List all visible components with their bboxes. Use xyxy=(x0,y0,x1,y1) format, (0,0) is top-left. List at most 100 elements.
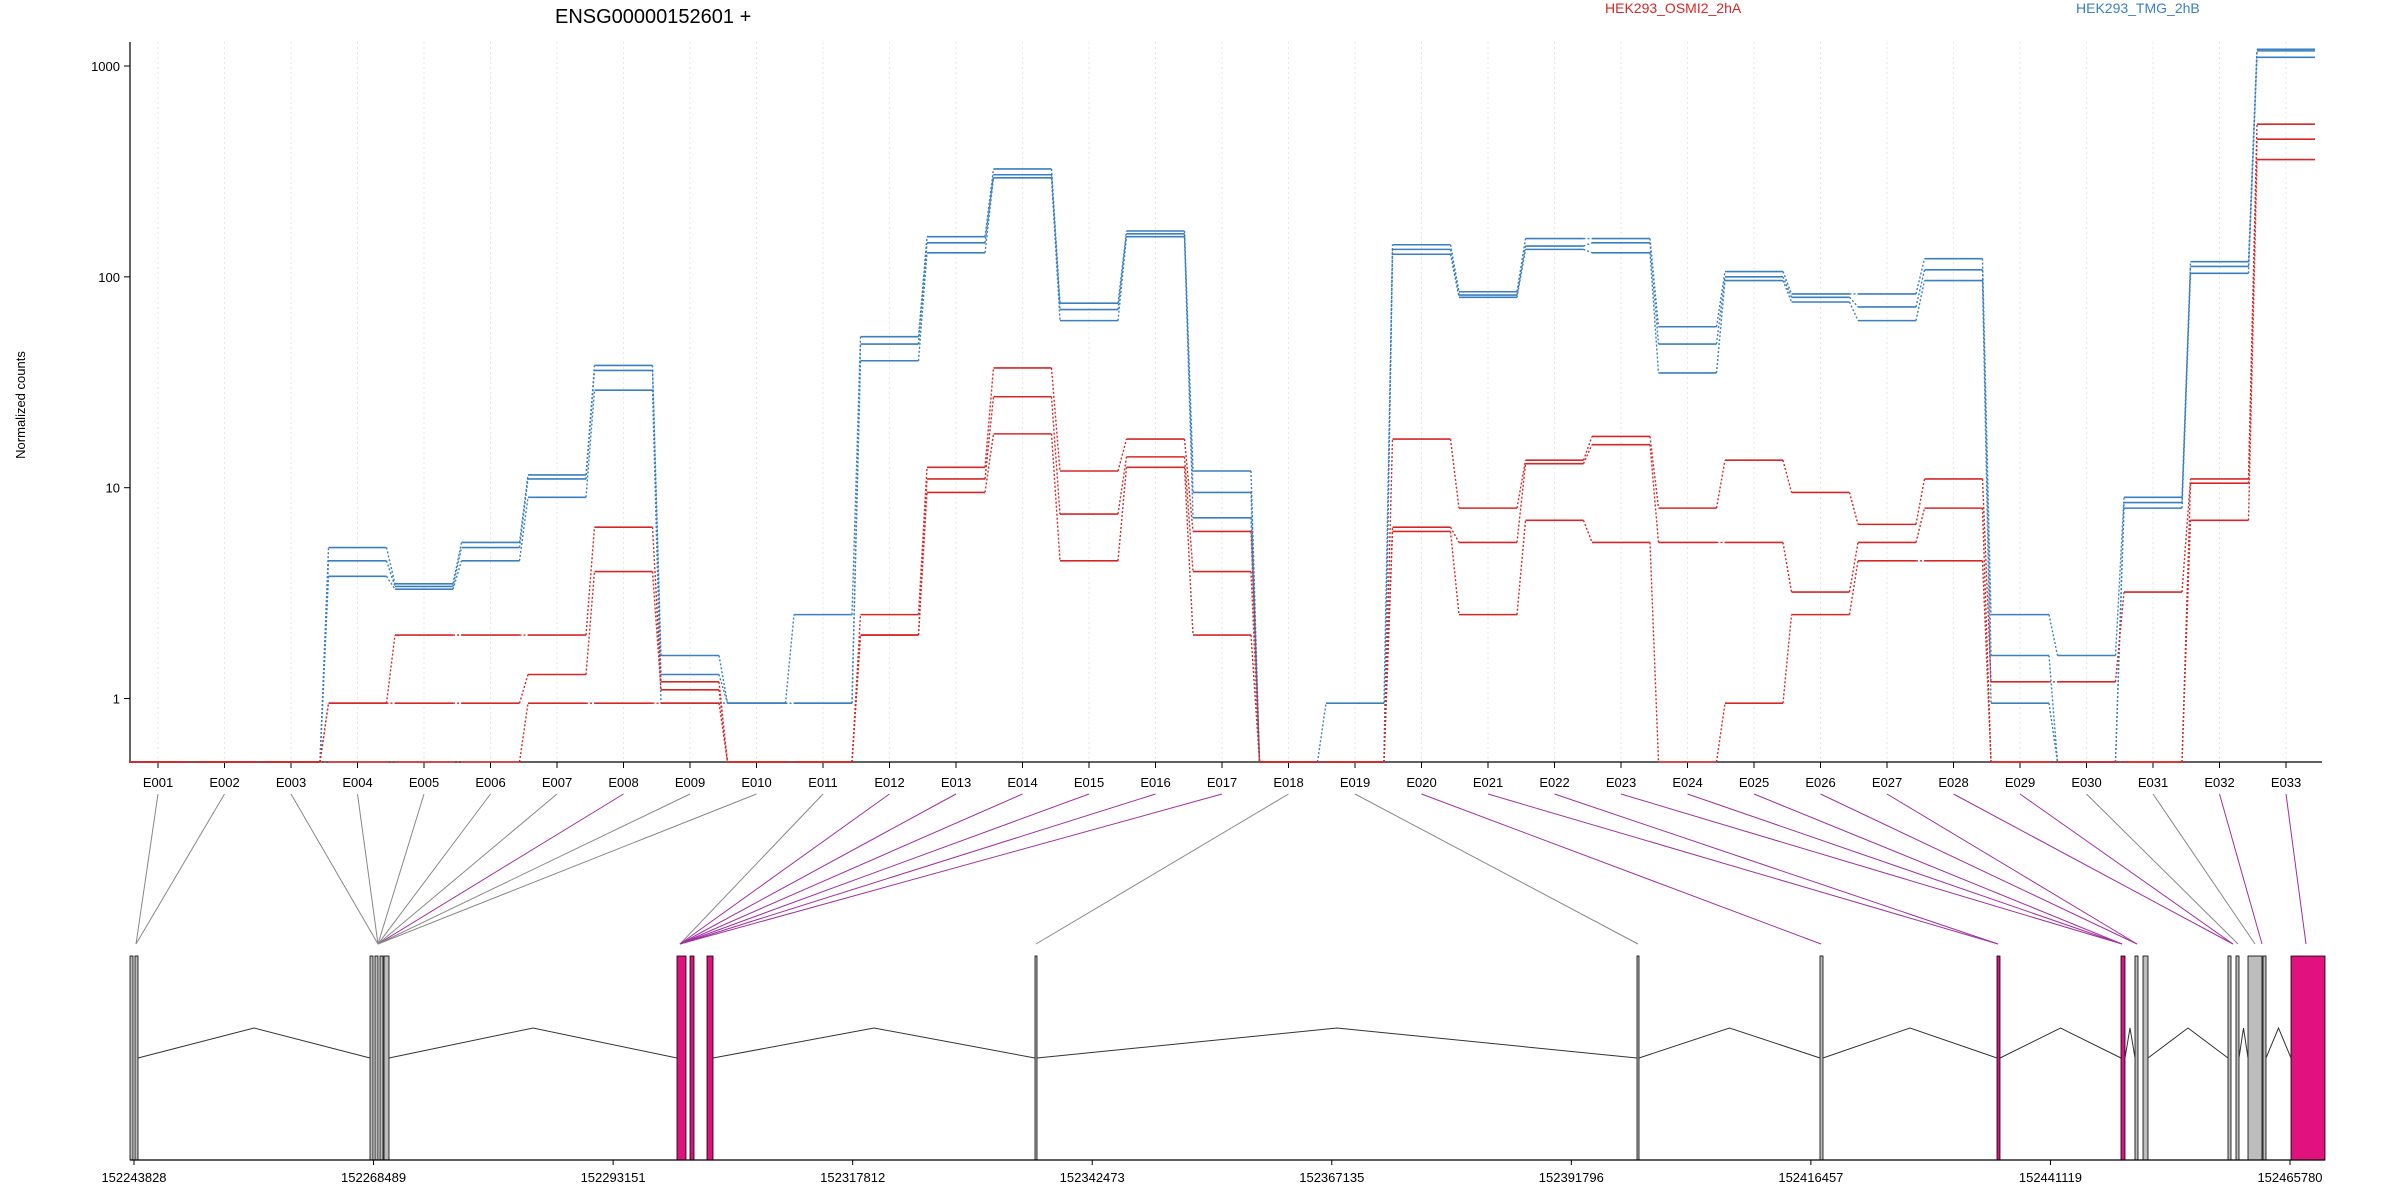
series-transition xyxy=(1981,560,1992,763)
series-transition xyxy=(1250,635,1261,763)
series-transition xyxy=(2181,478,2192,593)
series-transition xyxy=(1383,531,1394,763)
x-tick-label-E023: E023 xyxy=(1606,775,1636,790)
series-transition xyxy=(1183,467,1194,636)
series-transition xyxy=(1583,248,1593,254)
connector-E009 xyxy=(377,793,691,945)
x-tick-label-E030: E030 xyxy=(2071,775,2101,790)
series-transition xyxy=(1449,526,1460,543)
y-tick-label: 10 xyxy=(106,481,120,496)
series-transition xyxy=(2181,520,2192,763)
x-tick-label-E013: E013 xyxy=(941,775,971,790)
series-transition xyxy=(452,560,463,590)
series-transition xyxy=(1117,456,1128,515)
x-tick-label-E018: E018 xyxy=(1273,775,1303,790)
series-transition xyxy=(1649,238,1660,327)
series-transition xyxy=(851,360,862,704)
series-transition xyxy=(1516,460,1527,509)
series-group xyxy=(129,48,2315,763)
coord-tick-label: 152465780 xyxy=(2257,1170,2322,1185)
series-transition xyxy=(518,497,529,561)
exon-block-13 xyxy=(1996,955,2001,1161)
series-transition xyxy=(1516,463,1527,543)
x-tick-label-E007: E007 xyxy=(542,775,572,790)
x-tick-label-E004: E004 xyxy=(342,775,372,790)
series-transition xyxy=(1649,542,1660,763)
series-transition xyxy=(1117,438,1128,472)
coord-tick-label: 152317812 xyxy=(820,1170,885,1185)
coord-tick-label: 152268489 xyxy=(341,1170,406,1185)
series-transition xyxy=(1183,439,1194,532)
series-transition xyxy=(917,492,928,636)
connector-E013 xyxy=(679,793,957,945)
connector-E005 xyxy=(377,793,425,945)
series-transition xyxy=(1449,254,1460,298)
connector-E014 xyxy=(679,793,1023,945)
connector-E002 xyxy=(135,793,225,945)
series-transition xyxy=(1649,444,1660,543)
connector-E028 xyxy=(1953,793,2234,945)
series-transition xyxy=(1915,507,1926,543)
series-transition xyxy=(1848,492,1859,525)
series-transition xyxy=(1582,444,1593,464)
series-transition xyxy=(2181,266,2192,503)
series-transition xyxy=(1449,531,1460,615)
series-transition xyxy=(1649,252,1660,374)
connector-lines xyxy=(135,793,2307,945)
series-transition xyxy=(1050,168,1061,304)
series-transition xyxy=(1715,703,1726,763)
series-transition xyxy=(2181,483,2192,763)
y-axis-label: Normalized counts xyxy=(13,351,28,459)
series-transition xyxy=(1383,254,1394,763)
series-transition xyxy=(984,174,995,243)
series-transition xyxy=(2181,273,2192,509)
exon-block-6 xyxy=(383,955,390,1161)
x-tick-label-E016: E016 xyxy=(1140,775,1170,790)
series-transition xyxy=(984,433,995,493)
series-transition xyxy=(2247,159,2258,521)
series-transition xyxy=(385,634,396,704)
series-transition xyxy=(917,242,928,345)
connector-E024 xyxy=(1687,793,2123,945)
series-transition xyxy=(651,527,662,682)
exon-block-12 xyxy=(1819,955,1824,1161)
series-transition xyxy=(2048,655,2059,763)
series-transition xyxy=(585,370,596,480)
series-transition xyxy=(984,177,995,253)
gene-model xyxy=(129,955,2326,1161)
series-transition xyxy=(1848,560,1859,615)
connector-E001 xyxy=(135,793,159,945)
connector-E011 xyxy=(679,793,824,945)
series-transition xyxy=(1583,242,1593,247)
exon-block-3 xyxy=(369,955,374,1161)
series-transition xyxy=(452,547,463,587)
series-transition xyxy=(1848,542,1859,593)
series-transition xyxy=(1117,230,1128,304)
x-tick-label-E010: E010 xyxy=(741,775,771,790)
series-transition xyxy=(1183,233,1194,493)
series-transition xyxy=(385,575,396,590)
x-tick-label-E033: E033 xyxy=(2271,775,2301,790)
connector-E007 xyxy=(377,793,558,945)
exon-block-5 xyxy=(379,955,384,1161)
y-tick-label: 1 xyxy=(113,692,120,707)
connector-E004 xyxy=(357,793,379,945)
coord-tick-label: 152293151 xyxy=(581,1170,646,1185)
x-tick-label-E014: E014 xyxy=(1007,775,1037,790)
x-tick-label-E009: E009 xyxy=(675,775,705,790)
series-transition xyxy=(1582,520,1593,543)
connector-E022 xyxy=(1554,793,1999,945)
series-transition xyxy=(1782,542,1793,593)
series-transition xyxy=(319,703,330,763)
exon-block-14 xyxy=(2120,955,2126,1161)
x-tick-label-E017: E017 xyxy=(1207,775,1237,790)
series-transition xyxy=(1981,258,1992,615)
series-transition xyxy=(1050,177,1061,321)
connector-E025 xyxy=(1753,793,2123,945)
x-tick-label-E032: E032 xyxy=(2204,775,2234,790)
series-transition xyxy=(2048,614,2059,656)
connector-E031 xyxy=(2152,793,2256,945)
intron-line-8 xyxy=(2124,1027,2136,1059)
connector-E029 xyxy=(2019,793,2234,945)
